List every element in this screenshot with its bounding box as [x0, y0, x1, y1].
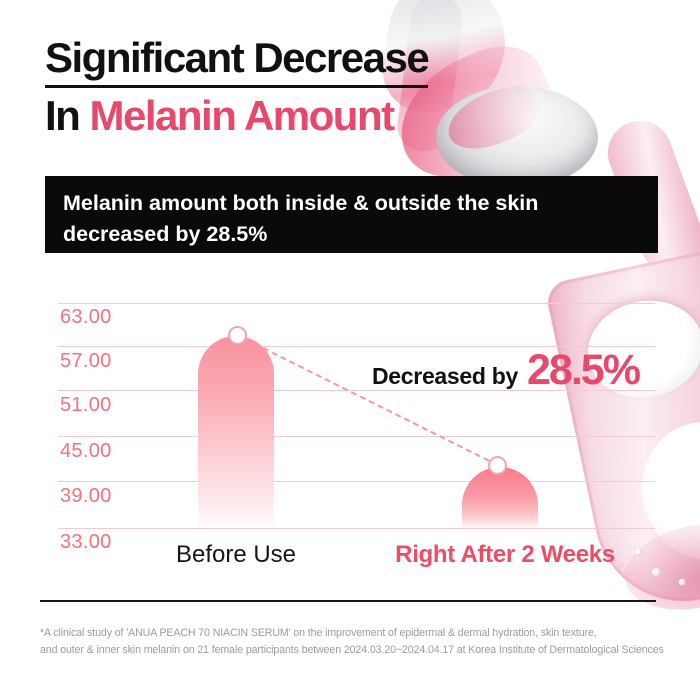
bar-right-after-2-weeks [462, 467, 538, 528]
decrease-annotation-label: Decreased by [372, 363, 518, 389]
footer-divider [40, 600, 656, 602]
data-point-marker-after [488, 456, 507, 475]
clinical-study-disclaimer: *A clinical study of 'ANUA PEACH 70 NIAC… [40, 625, 680, 659]
decrease-annotation-value: 28.5% [527, 346, 641, 394]
gridline [58, 303, 655, 304]
page-title: Significant Decrease In Melanin Amount [45, 34, 430, 141]
y-axis-tick: 51.00 [60, 394, 112, 416]
y-axis-tick: 45.00 [60, 440, 112, 462]
headline-banner-line1: Melanin amount both inside & outside the… [63, 191, 539, 215]
y-axis-tick: 63.00 [60, 306, 112, 328]
gridline [58, 528, 655, 529]
gridline [58, 481, 655, 482]
y-axis-tick: 33.00 [60, 531, 112, 553]
page-title-line1: Significant Decrease [45, 34, 430, 88]
decrease-annotation: Decreased by 28.5% [372, 346, 641, 395]
x-axis-label-right-after-2-weeks: Right After 2 Weeks [395, 541, 615, 568]
page-title-line2-prefix: In [45, 91, 90, 139]
y-axis-tick: 57.00 [60, 350, 112, 372]
page-title-highlight: Melanin Amount [89, 91, 396, 139]
page-title-line2: In Melanin Amount [45, 91, 428, 141]
gridline [58, 390, 655, 391]
gridline [58, 436, 655, 437]
disclaimer-line1: *A clinical study of 'ANUA PEACH 70 NIAC… [40, 627, 597, 639]
x-axis-label-before-use: Before Use [175, 541, 297, 568]
bar-before-use [198, 336, 274, 528]
gridline [58, 346, 655, 347]
headline-banner: Melanin amount both inside & outside the… [45, 176, 658, 253]
data-point-marker-before [228, 326, 247, 345]
headline-banner-line2: decreased by 28.5% [63, 221, 268, 246]
y-axis-tick: 39.00 [60, 485, 112, 507]
disclaimer-line2: and outer & inner skin melanin on 21 fem… [40, 644, 664, 657]
